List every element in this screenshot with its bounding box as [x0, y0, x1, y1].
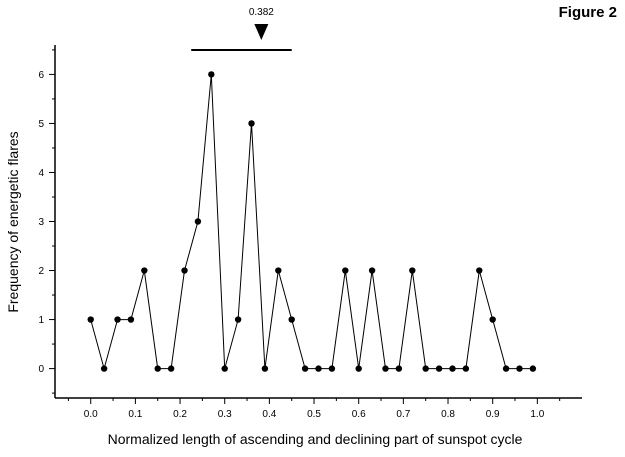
x-tick-label: 0.6	[352, 409, 366, 420]
data-point	[462, 365, 470, 372]
data-point	[382, 365, 389, 372]
series-line	[90, 74, 533, 371]
data-point	[167, 365, 175, 372]
x-tick-label: 0.2	[173, 409, 187, 420]
x-tick-label: 0.1	[128, 409, 142, 420]
data-point	[301, 365, 309, 372]
x-tick-label: 0.3	[218, 409, 232, 420]
data-point	[127, 316, 135, 323]
data-point	[449, 365, 456, 372]
data-point	[194, 218, 202, 225]
series-layer	[87, 71, 537, 372]
data-point	[355, 365, 362, 372]
x-tick-label: 0.9	[486, 409, 500, 420]
x-tick-label: 0.0	[84, 409, 98, 420]
data-point	[328, 365, 336, 372]
data-point	[342, 267, 349, 274]
data-point	[409, 267, 416, 274]
data-point	[395, 365, 403, 372]
y-tick-label: 5	[38, 119, 44, 130]
data-point	[516, 365, 523, 372]
data-point	[221, 365, 228, 372]
y-tick-label: 2	[38, 266, 44, 277]
y-tick-label: 0	[38, 364, 44, 375]
data-point	[248, 120, 255, 127]
data-point	[154, 365, 161, 372]
data-point	[114, 316, 121, 323]
data-point	[529, 365, 537, 372]
data-point	[141, 267, 148, 274]
y-axis-title: Frequency of energetic flares	[5, 131, 21, 312]
data-point	[100, 365, 108, 372]
x-tick-label: 1.0	[530, 409, 544, 420]
data-point	[489, 316, 496, 323]
data-point	[502, 365, 510, 372]
x-axis-title: Normalized length of ascending and decli…	[108, 431, 523, 447]
x-tick-label: 0.4	[262, 409, 276, 420]
data-point	[234, 316, 242, 323]
data-point	[87, 316, 94, 323]
x-tick-label: 0.7	[396, 409, 410, 420]
x-tick-label: 0.5	[307, 409, 321, 420]
data-point	[275, 267, 282, 274]
marker-value-label: 0.382	[249, 7, 274, 18]
y-tick-label: 6	[38, 70, 44, 81]
data-point	[315, 365, 322, 372]
data-point	[181, 267, 188, 274]
y-tick-label: 3	[38, 217, 44, 228]
y-tick-label: 1	[38, 315, 44, 326]
y-tick-label: 4	[38, 168, 44, 179]
annotation-layer: 0.382	[191, 7, 292, 51]
data-point	[422, 365, 429, 372]
data-point	[368, 267, 376, 274]
data-point	[261, 365, 269, 372]
x-tick-label: 0.8	[441, 409, 455, 420]
data-point	[208, 71, 215, 78]
axes: 0.0 0.1 0.2 0.3 0.4 0.5 0.6 0.7 0.8 0.9 1.0 0 1 2 3 4 5 6	[38, 45, 582, 420]
figure-label: Figure 2	[558, 4, 617, 21]
data-point	[476, 267, 483, 274]
data-point	[288, 316, 295, 323]
down-triangle-marker	[254, 24, 269, 40]
data-point	[435, 365, 443, 372]
